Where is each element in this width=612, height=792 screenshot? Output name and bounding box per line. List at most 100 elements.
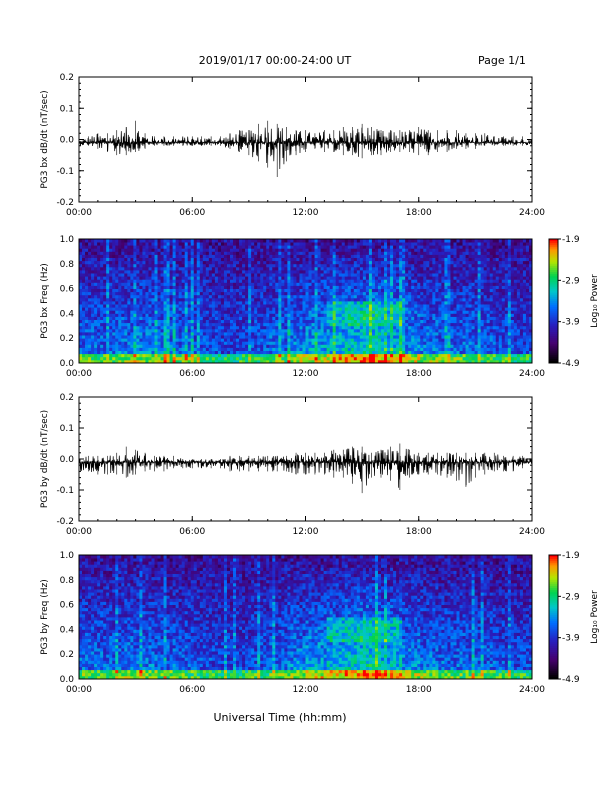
heatmap-cell bbox=[202, 297, 207, 302]
heatmap-cell bbox=[299, 254, 303, 258]
heatmap-cell bbox=[118, 353, 122, 358]
heatmap-cell bbox=[181, 245, 186, 249]
heatmap-cell bbox=[374, 332, 379, 336]
heatmap-cell bbox=[287, 359, 291, 364]
heatmap-cell bbox=[347, 288, 352, 293]
heatmap-cell bbox=[272, 282, 276, 286]
heatmap-cell bbox=[172, 245, 177, 249]
heatmap-cell bbox=[193, 335, 198, 339]
heatmap-cell bbox=[314, 319, 318, 324]
heatmap-cell bbox=[272, 304, 276, 308]
heatmap-cell bbox=[287, 270, 291, 274]
heatmap-cell bbox=[302, 350, 306, 355]
heatmap-cell bbox=[371, 359, 376, 364]
heatmap-cell bbox=[115, 266, 119, 271]
heatmap-cell bbox=[408, 341, 412, 345]
heatmap-cell bbox=[199, 276, 204, 280]
heatmap-cell bbox=[287, 313, 291, 317]
heatmap-cell bbox=[94, 270, 98, 274]
heatmap-cell bbox=[124, 266, 128, 271]
heatmap-cell bbox=[245, 291, 249, 296]
heatmap-cell bbox=[299, 328, 303, 333]
heatmap-cell bbox=[308, 332, 312, 336]
heatmap-cell bbox=[251, 319, 255, 324]
heatmap-cell bbox=[211, 304, 216, 308]
heatmap-cell bbox=[106, 257, 110, 262]
heatmap-cell bbox=[172, 356, 177, 361]
heatmap-cell bbox=[387, 276, 391, 280]
heatmap-cell bbox=[299, 344, 303, 348]
heatmap-cell bbox=[239, 242, 243, 246]
heatmap-cell bbox=[160, 239, 164, 243]
heatmap-cell bbox=[187, 270, 192, 274]
heatmap-cell bbox=[359, 332, 364, 336]
heatmap-cell bbox=[408, 254, 412, 258]
heatmap-cell bbox=[172, 304, 177, 308]
heatmap-cell bbox=[257, 335, 261, 339]
heatmap-cell bbox=[381, 304, 385, 308]
heatmap-cell bbox=[145, 347, 149, 351]
heatmap-cell bbox=[323, 294, 328, 299]
heatmap-cell bbox=[88, 335, 92, 339]
heatmap-cell bbox=[435, 341, 439, 345]
heatmap-cell bbox=[175, 344, 180, 348]
heatmap-cell bbox=[214, 338, 219, 342]
heatmap-cell bbox=[160, 291, 164, 296]
heatmap-cell bbox=[278, 304, 282, 308]
heatmap-cell bbox=[109, 242, 113, 246]
heatmap-cell bbox=[124, 356, 128, 361]
heatmap-cell bbox=[115, 316, 119, 320]
heatmap-cell bbox=[287, 350, 291, 355]
heatmap-cell bbox=[368, 257, 373, 262]
heatmap-cell bbox=[317, 356, 321, 361]
heatmap-cell bbox=[275, 254, 279, 258]
heatmap-cell bbox=[393, 322, 397, 327]
heatmap-cell bbox=[402, 245, 406, 249]
heatmap-cell bbox=[199, 254, 204, 258]
heatmap-cell bbox=[226, 310, 231, 314]
heatmap-cell bbox=[344, 344, 349, 348]
heatmap-cell bbox=[263, 294, 267, 299]
heatmap-cell bbox=[214, 291, 219, 296]
heatmap-cell bbox=[320, 304, 325, 308]
heatmap-cell bbox=[368, 279, 373, 283]
heatmap-cell bbox=[362, 350, 367, 355]
heatmap-cell bbox=[281, 353, 285, 358]
heatmap-cell bbox=[393, 359, 397, 364]
heatmap-cell bbox=[115, 263, 119, 268]
heatmap-cell bbox=[278, 263, 282, 268]
heatmap-cell bbox=[121, 344, 125, 348]
heatmap-cell bbox=[202, 325, 207, 330]
heatmap-cell bbox=[205, 301, 210, 305]
heatmap-cell bbox=[390, 328, 394, 333]
heatmap-cell bbox=[133, 294, 137, 299]
heatmap-cell bbox=[169, 347, 174, 351]
heatmap-cell bbox=[226, 356, 231, 361]
heatmap-cell bbox=[305, 254, 309, 258]
heatmap-cell bbox=[121, 242, 125, 246]
heatmap-cell bbox=[393, 285, 397, 289]
heatmap-cell bbox=[263, 335, 267, 339]
heatmap-cell bbox=[338, 338, 343, 342]
heatmap-cell bbox=[121, 251, 125, 255]
heatmap-cell bbox=[432, 288, 436, 293]
heatmap-cell bbox=[335, 260, 340, 265]
heatmap-cell bbox=[260, 350, 264, 355]
heatmap-cell bbox=[79, 341, 83, 345]
heatmap-cell bbox=[257, 242, 261, 246]
heatmap-cell bbox=[160, 273, 164, 277]
heatmap-cell bbox=[136, 248, 140, 252]
heatmap-cell bbox=[223, 301, 228, 305]
heatmap-cell bbox=[353, 359, 358, 364]
heatmap-cell bbox=[154, 263, 158, 268]
heatmap-cell bbox=[290, 248, 294, 252]
heatmap-cell bbox=[202, 257, 207, 262]
heatmap-cell bbox=[175, 350, 180, 355]
heatmap-cell bbox=[94, 251, 98, 255]
heatmap-cell bbox=[133, 239, 137, 243]
heatmap-cell bbox=[85, 288, 89, 293]
heatmap-cell bbox=[202, 285, 207, 289]
heatmap-cell bbox=[417, 316, 421, 320]
heatmap-cell bbox=[175, 319, 180, 324]
heatmap-cell bbox=[350, 251, 355, 255]
